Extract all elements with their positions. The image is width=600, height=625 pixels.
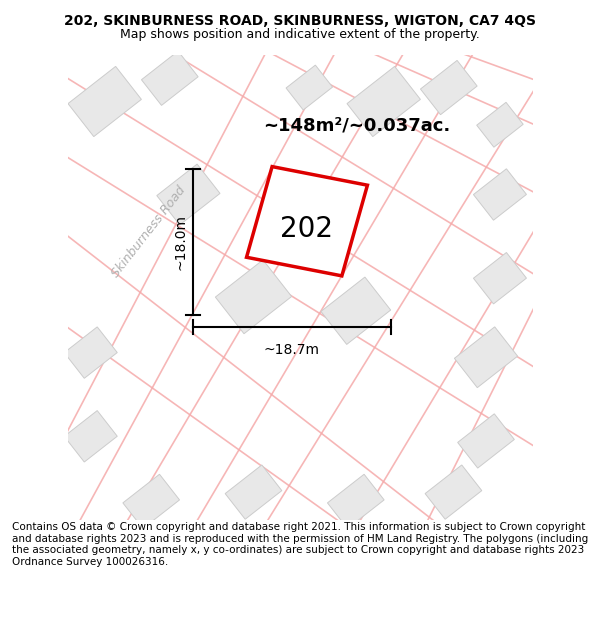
Polygon shape	[215, 260, 292, 334]
Polygon shape	[262, 181, 338, 254]
Polygon shape	[142, 51, 198, 106]
Text: 202, SKINBURNESS ROAD, SKINBURNESS, WIGTON, CA7 4QS: 202, SKINBURNESS ROAD, SKINBURNESS, WIGT…	[64, 14, 536, 28]
Polygon shape	[247, 167, 367, 276]
Text: Contains OS data © Crown copyright and database right 2021. This information is : Contains OS data © Crown copyright and d…	[12, 522, 588, 567]
Polygon shape	[64, 411, 117, 462]
Polygon shape	[473, 169, 526, 220]
Text: ~148m²/~0.037ac.: ~148m²/~0.037ac.	[263, 116, 450, 134]
Polygon shape	[477, 102, 523, 148]
Polygon shape	[454, 327, 518, 388]
Polygon shape	[425, 465, 482, 519]
Polygon shape	[64, 327, 117, 378]
Polygon shape	[421, 61, 477, 115]
Polygon shape	[328, 474, 384, 529]
Polygon shape	[458, 414, 514, 468]
Text: Map shows position and indicative extent of the property.: Map shows position and indicative extent…	[120, 28, 480, 41]
Polygon shape	[123, 474, 179, 529]
Polygon shape	[347, 66, 421, 137]
Polygon shape	[473, 253, 526, 304]
Text: ~18.7m: ~18.7m	[264, 343, 320, 357]
Polygon shape	[68, 66, 142, 137]
Text: Skinburness Road: Skinburness Road	[109, 184, 188, 280]
Polygon shape	[157, 164, 220, 225]
Text: 202: 202	[280, 216, 334, 243]
Polygon shape	[225, 465, 282, 519]
Polygon shape	[321, 277, 391, 344]
Polygon shape	[286, 65, 332, 110]
Text: ~18.0m: ~18.0m	[173, 214, 187, 270]
